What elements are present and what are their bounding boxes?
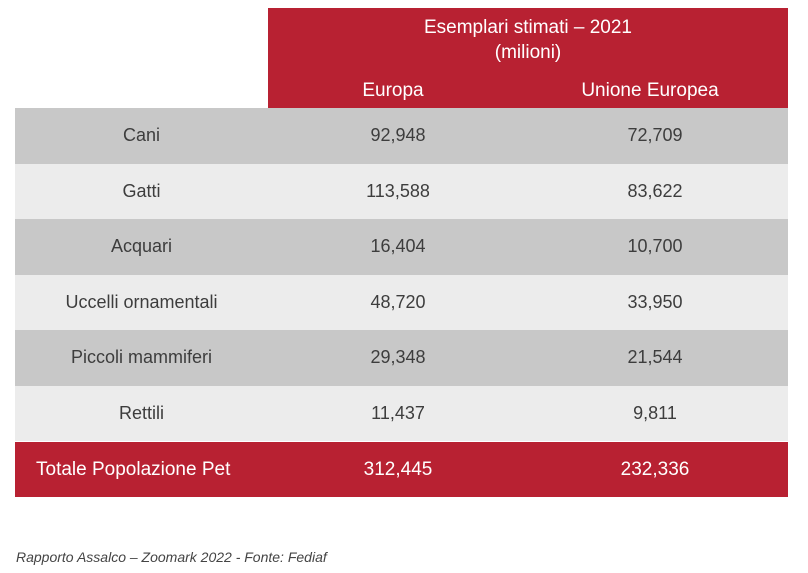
row-label: Cani <box>122 125 161 146</box>
table-row: Piccoli mammiferi 29,348 21,544 <box>15 330 788 386</box>
row-label: Piccoli mammiferi <box>70 347 212 368</box>
value-europa: 16,404 <box>370 236 426 257</box>
data-table: Cani 92,948 72,709 Gatti 113,588 83,622 Acquar… <box>15 108 788 441</box>
value-ue: 33,950 <box>627 291 683 312</box>
column-header-ue: Unione Europea <box>581 80 719 101</box>
row-label: Gatti <box>122 180 161 201</box>
value-ue: 9,811 <box>633 402 677 423</box>
table-row: Gatti 113,588 83,622 <box>15 163 788 219</box>
row-label: Uccelli ornamentali <box>65 291 218 312</box>
value-europa: 48,720 <box>370 291 426 312</box>
table-title: Esemplari stimati – 2021 <box>423 17 633 38</box>
column-header-europa: Europa <box>362 80 424 101</box>
value-ue: 21,544 <box>627 347 683 368</box>
total-europa: 312,445 <box>363 458 433 480</box>
value-europa: 29,348 <box>370 347 426 368</box>
value-ue: 83,622 <box>627 180 683 201</box>
table-row: Acquari 16,404 10,700 <box>15 219 788 275</box>
total-row: Totale Popolazione Pet 312,445 232,336 <box>15 442 788 497</box>
value-ue: 10,700 <box>627 236 683 257</box>
row-label: Acquari <box>110 236 173 257</box>
value-europa: 11,437 <box>371 402 425 423</box>
value-europa: 113,588 <box>366 180 430 201</box>
table-row: Cani 92,948 72,709 <box>15 108 788 164</box>
table-header: Esemplari stimati – 2021 (milioni) Europ… <box>268 8 788 108</box>
table-subtitle: (milioni) <box>494 42 562 63</box>
total-label: Totale Popolazione Pet <box>36 458 231 480</box>
table-row: Rettili 11,437 9,811 <box>15 385 788 441</box>
value-ue: 72,709 <box>627 125 683 146</box>
table-row: Uccelli ornamentali 48,720 33,950 <box>15 274 788 330</box>
source-note: Rapporto Assalco – Zoomark 2022 - Fonte:… <box>16 549 327 565</box>
total-ue: 232,336 <box>620 458 690 480</box>
value-europa: 92,948 <box>370 125 426 146</box>
row-label: Rettili <box>118 402 164 423</box>
